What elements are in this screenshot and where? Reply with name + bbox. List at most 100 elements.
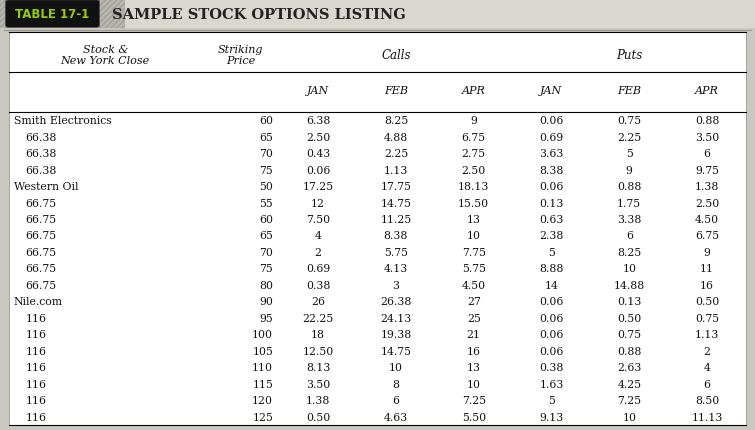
Text: 116: 116 <box>26 379 47 389</box>
Text: 50: 50 <box>259 181 273 192</box>
Text: 16: 16 <box>467 346 481 356</box>
Text: 2: 2 <box>315 247 322 257</box>
Text: 60: 60 <box>259 116 273 126</box>
Text: 6: 6 <box>704 149 710 159</box>
Text: TABLE 17-1: TABLE 17-1 <box>15 8 90 21</box>
Text: 66.75: 66.75 <box>26 198 57 208</box>
Text: 12.50: 12.50 <box>303 346 334 356</box>
Text: 8.38: 8.38 <box>539 165 564 175</box>
Text: 60: 60 <box>259 215 273 224</box>
Text: 4.13: 4.13 <box>384 264 408 274</box>
Text: 3: 3 <box>393 280 399 290</box>
Text: 0.06: 0.06 <box>539 329 564 339</box>
Text: 10: 10 <box>622 412 636 421</box>
Text: 0.88: 0.88 <box>695 116 720 126</box>
Text: 6.75: 6.75 <box>461 132 485 142</box>
Text: Western Oil: Western Oil <box>14 181 78 192</box>
Text: 21: 21 <box>467 329 481 339</box>
Text: 5.75: 5.75 <box>384 247 408 257</box>
Text: 0.69: 0.69 <box>539 132 564 142</box>
Text: 7.50: 7.50 <box>306 215 330 224</box>
Text: 27: 27 <box>467 297 481 307</box>
Text: 0.75: 0.75 <box>617 116 641 126</box>
Text: 2.38: 2.38 <box>539 231 564 241</box>
Text: APR: APR <box>695 86 719 95</box>
Text: New York Close: New York Close <box>60 55 150 65</box>
Text: 0.75: 0.75 <box>617 329 641 339</box>
Text: 66.75: 66.75 <box>26 247 57 257</box>
Text: 13: 13 <box>467 362 481 372</box>
Text: 116: 116 <box>26 313 47 323</box>
Text: 75: 75 <box>260 165 273 175</box>
Text: 0.43: 0.43 <box>306 149 330 159</box>
Text: 11.13: 11.13 <box>692 412 723 421</box>
Text: Striking: Striking <box>217 45 263 55</box>
Text: 1.75: 1.75 <box>617 198 641 208</box>
Text: 7.25: 7.25 <box>461 395 485 405</box>
Text: 10: 10 <box>389 362 403 372</box>
Text: 13: 13 <box>467 215 481 224</box>
Text: 90: 90 <box>259 297 273 307</box>
Text: 9.13: 9.13 <box>539 412 564 421</box>
Text: 8.38: 8.38 <box>384 231 408 241</box>
Text: 0.50: 0.50 <box>695 297 720 307</box>
Text: 8.50: 8.50 <box>695 395 720 405</box>
Text: Nile.com: Nile.com <box>14 297 63 307</box>
Text: 116: 116 <box>26 412 47 421</box>
Text: 0.13: 0.13 <box>617 297 642 307</box>
Text: 120: 120 <box>252 395 273 405</box>
Text: 70: 70 <box>259 149 273 159</box>
Text: JAN: JAN <box>541 86 562 95</box>
Text: 8: 8 <box>393 379 399 389</box>
Text: 25: 25 <box>467 313 481 323</box>
Text: 4.88: 4.88 <box>384 132 408 142</box>
Text: Smith Electronics: Smith Electronics <box>14 116 111 126</box>
Text: 66.75: 66.75 <box>26 264 57 274</box>
Text: 19.38: 19.38 <box>381 329 411 339</box>
Text: 22.25: 22.25 <box>303 313 334 323</box>
Text: 2.63: 2.63 <box>617 362 642 372</box>
Text: 65: 65 <box>259 231 273 241</box>
Text: 0.69: 0.69 <box>306 264 330 274</box>
Text: 0.38: 0.38 <box>306 280 331 290</box>
Text: 4.25: 4.25 <box>617 379 641 389</box>
Text: 4: 4 <box>315 231 322 241</box>
Text: FEB: FEB <box>384 86 408 95</box>
Text: 3.50: 3.50 <box>695 132 720 142</box>
Text: 5: 5 <box>548 247 555 257</box>
Text: 0.38: 0.38 <box>539 362 564 372</box>
Text: 18.13: 18.13 <box>458 181 489 192</box>
Text: 95: 95 <box>260 313 273 323</box>
Text: 5: 5 <box>548 395 555 405</box>
Text: 14.88: 14.88 <box>614 280 645 290</box>
Text: 4.50: 4.50 <box>695 215 719 224</box>
Text: 24.13: 24.13 <box>381 313 411 323</box>
Text: FEB: FEB <box>618 86 641 95</box>
Text: 6.38: 6.38 <box>306 116 331 126</box>
Text: 0.06: 0.06 <box>306 165 331 175</box>
Text: 16: 16 <box>700 280 714 290</box>
Text: 0.06: 0.06 <box>539 346 564 356</box>
Text: 11.25: 11.25 <box>381 215 411 224</box>
Text: 14: 14 <box>544 280 559 290</box>
Text: 4.50: 4.50 <box>461 280 485 290</box>
Text: 6: 6 <box>704 379 710 389</box>
Text: 5.50: 5.50 <box>461 412 485 421</box>
Text: 7.25: 7.25 <box>617 395 641 405</box>
Text: 9: 9 <box>626 165 633 175</box>
Text: 9: 9 <box>470 116 477 126</box>
Text: 105: 105 <box>252 346 273 356</box>
Text: Stock &: Stock & <box>82 45 128 55</box>
Text: 116: 116 <box>26 329 47 339</box>
Text: 2.50: 2.50 <box>306 132 330 142</box>
Text: APR: APR <box>462 86 485 95</box>
Text: 8.25: 8.25 <box>384 116 408 126</box>
Text: 0.88: 0.88 <box>617 346 642 356</box>
Text: 66.38: 66.38 <box>26 149 57 159</box>
Text: 66.75: 66.75 <box>26 215 57 224</box>
Text: 115: 115 <box>252 379 273 389</box>
Text: 26: 26 <box>311 297 325 307</box>
Text: 5.75: 5.75 <box>462 264 485 274</box>
Text: 70: 70 <box>259 247 273 257</box>
Text: 9: 9 <box>704 247 710 257</box>
